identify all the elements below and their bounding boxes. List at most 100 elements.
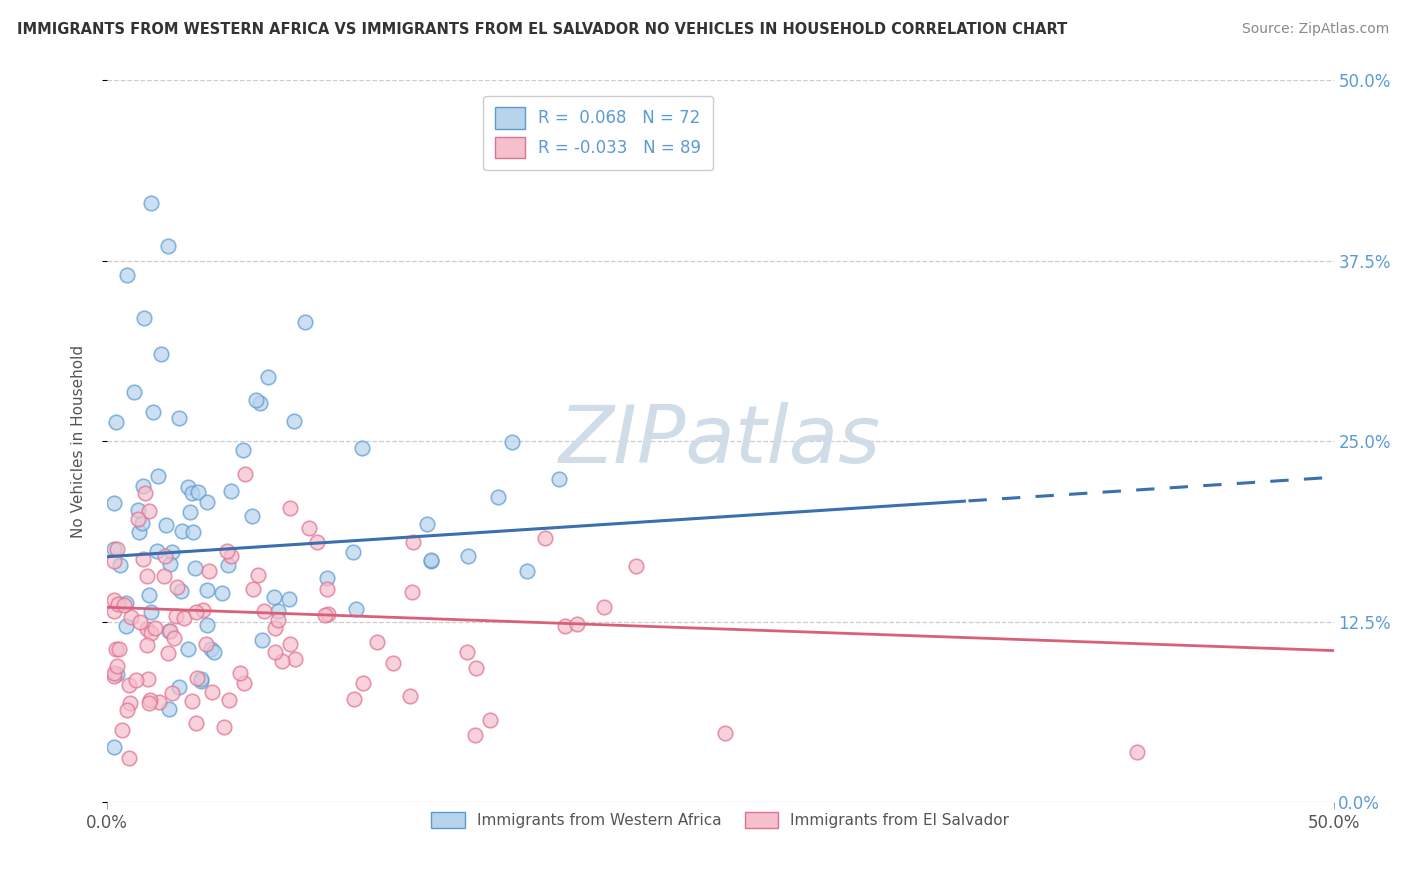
Point: [115, 619, 138, 633]
Point: [401, 585, 423, 599]
Point: [136, 622, 159, 636]
Point: [134, 486, 156, 500]
Point: [215, 543, 238, 558]
Point: [190, 673, 212, 687]
Point: [128, 524, 150, 539]
Point: [211, 586, 233, 600]
Point: [516, 564, 538, 578]
Point: [177, 641, 200, 656]
Point: [122, 385, 145, 400]
Point: [187, 484, 209, 499]
Point: [108, 558, 131, 572]
Point: [117, 750, 139, 764]
Point: [107, 597, 129, 611]
Point: [229, 665, 252, 680]
Point: [159, 557, 181, 571]
Point: [201, 685, 224, 699]
Point: [242, 582, 264, 596]
Point: [115, 596, 138, 610]
Y-axis label: No Vehicles in Household: No Vehicles in Household: [72, 344, 86, 538]
Point: [217, 558, 239, 573]
Point: [148, 695, 170, 709]
Point: [139, 625, 162, 640]
Point: [105, 666, 128, 681]
Point: [139, 605, 162, 619]
Point: [117, 703, 139, 717]
Point: [169, 680, 191, 694]
Point: [132, 551, 155, 566]
Point: [284, 652, 307, 666]
Point: [402, 535, 425, 549]
Point: [160, 544, 183, 558]
Point: [103, 669, 125, 683]
Point: [139, 693, 162, 707]
Point: [350, 442, 373, 456]
Point: [253, 604, 276, 618]
Point: [120, 697, 142, 711]
Point: [146, 543, 169, 558]
Point: [263, 621, 285, 635]
Point: [173, 610, 195, 624]
Point: [107, 642, 129, 657]
Point: [120, 610, 142, 624]
Point: [713, 726, 735, 740]
Point: [419, 552, 441, 566]
Point: [103, 740, 125, 755]
Point: [263, 645, 285, 659]
Point: [152, 568, 174, 582]
Point: [105, 415, 128, 429]
Point: [181, 486, 204, 500]
Point: [103, 554, 125, 568]
Point: [266, 613, 288, 627]
Point: [283, 414, 305, 428]
Point: [626, 559, 648, 574]
Point: [111, 723, 134, 738]
Point: [138, 696, 160, 710]
Point: [118, 678, 141, 692]
Point: [534, 531, 557, 545]
Point: [159, 702, 181, 716]
Point: [103, 592, 125, 607]
Point: [157, 624, 180, 638]
Point: [318, 607, 340, 622]
Point: [271, 654, 294, 668]
Point: [352, 676, 374, 690]
Point: [219, 484, 242, 499]
Point: [465, 661, 488, 675]
Point: [456, 644, 478, 658]
Point: [115, 268, 138, 282]
Point: [554, 619, 576, 633]
Point: [103, 542, 125, 557]
Point: [399, 689, 422, 703]
Point: [249, 396, 271, 410]
Legend: Immigrants from Western Africa, Immigrants from El Salvador: Immigrants from Western Africa, Immigran…: [425, 806, 1015, 834]
Point: [180, 694, 202, 708]
Point: [263, 590, 285, 604]
Point: [170, 583, 193, 598]
Point: [218, 693, 240, 707]
Point: [195, 582, 218, 597]
Point: [127, 503, 149, 517]
Point: [548, 472, 571, 486]
Text: IMMIGRANTS FROM WESTERN AFRICA VS IMMIGRANTS FROM EL SALVADOR NO VEHICLES IN HOU: IMMIGRANTS FROM WESTERN AFRICA VS IMMIGR…: [17, 22, 1067, 37]
Point: [103, 496, 125, 510]
Point: [382, 656, 405, 670]
Point: [420, 554, 443, 568]
Point: [184, 605, 207, 619]
Point: [184, 716, 207, 731]
Point: [107, 659, 129, 673]
Point: [198, 564, 221, 578]
Point: [165, 609, 187, 624]
Point: [138, 588, 160, 602]
Point: [162, 686, 184, 700]
Point: [195, 495, 218, 509]
Point: [167, 410, 190, 425]
Point: [278, 637, 301, 651]
Point: [141, 195, 163, 210]
Point: [124, 673, 146, 688]
Point: [159, 624, 181, 639]
Point: [190, 673, 212, 688]
Point: [181, 524, 204, 539]
Point: [250, 633, 273, 648]
Point: [105, 542, 128, 557]
